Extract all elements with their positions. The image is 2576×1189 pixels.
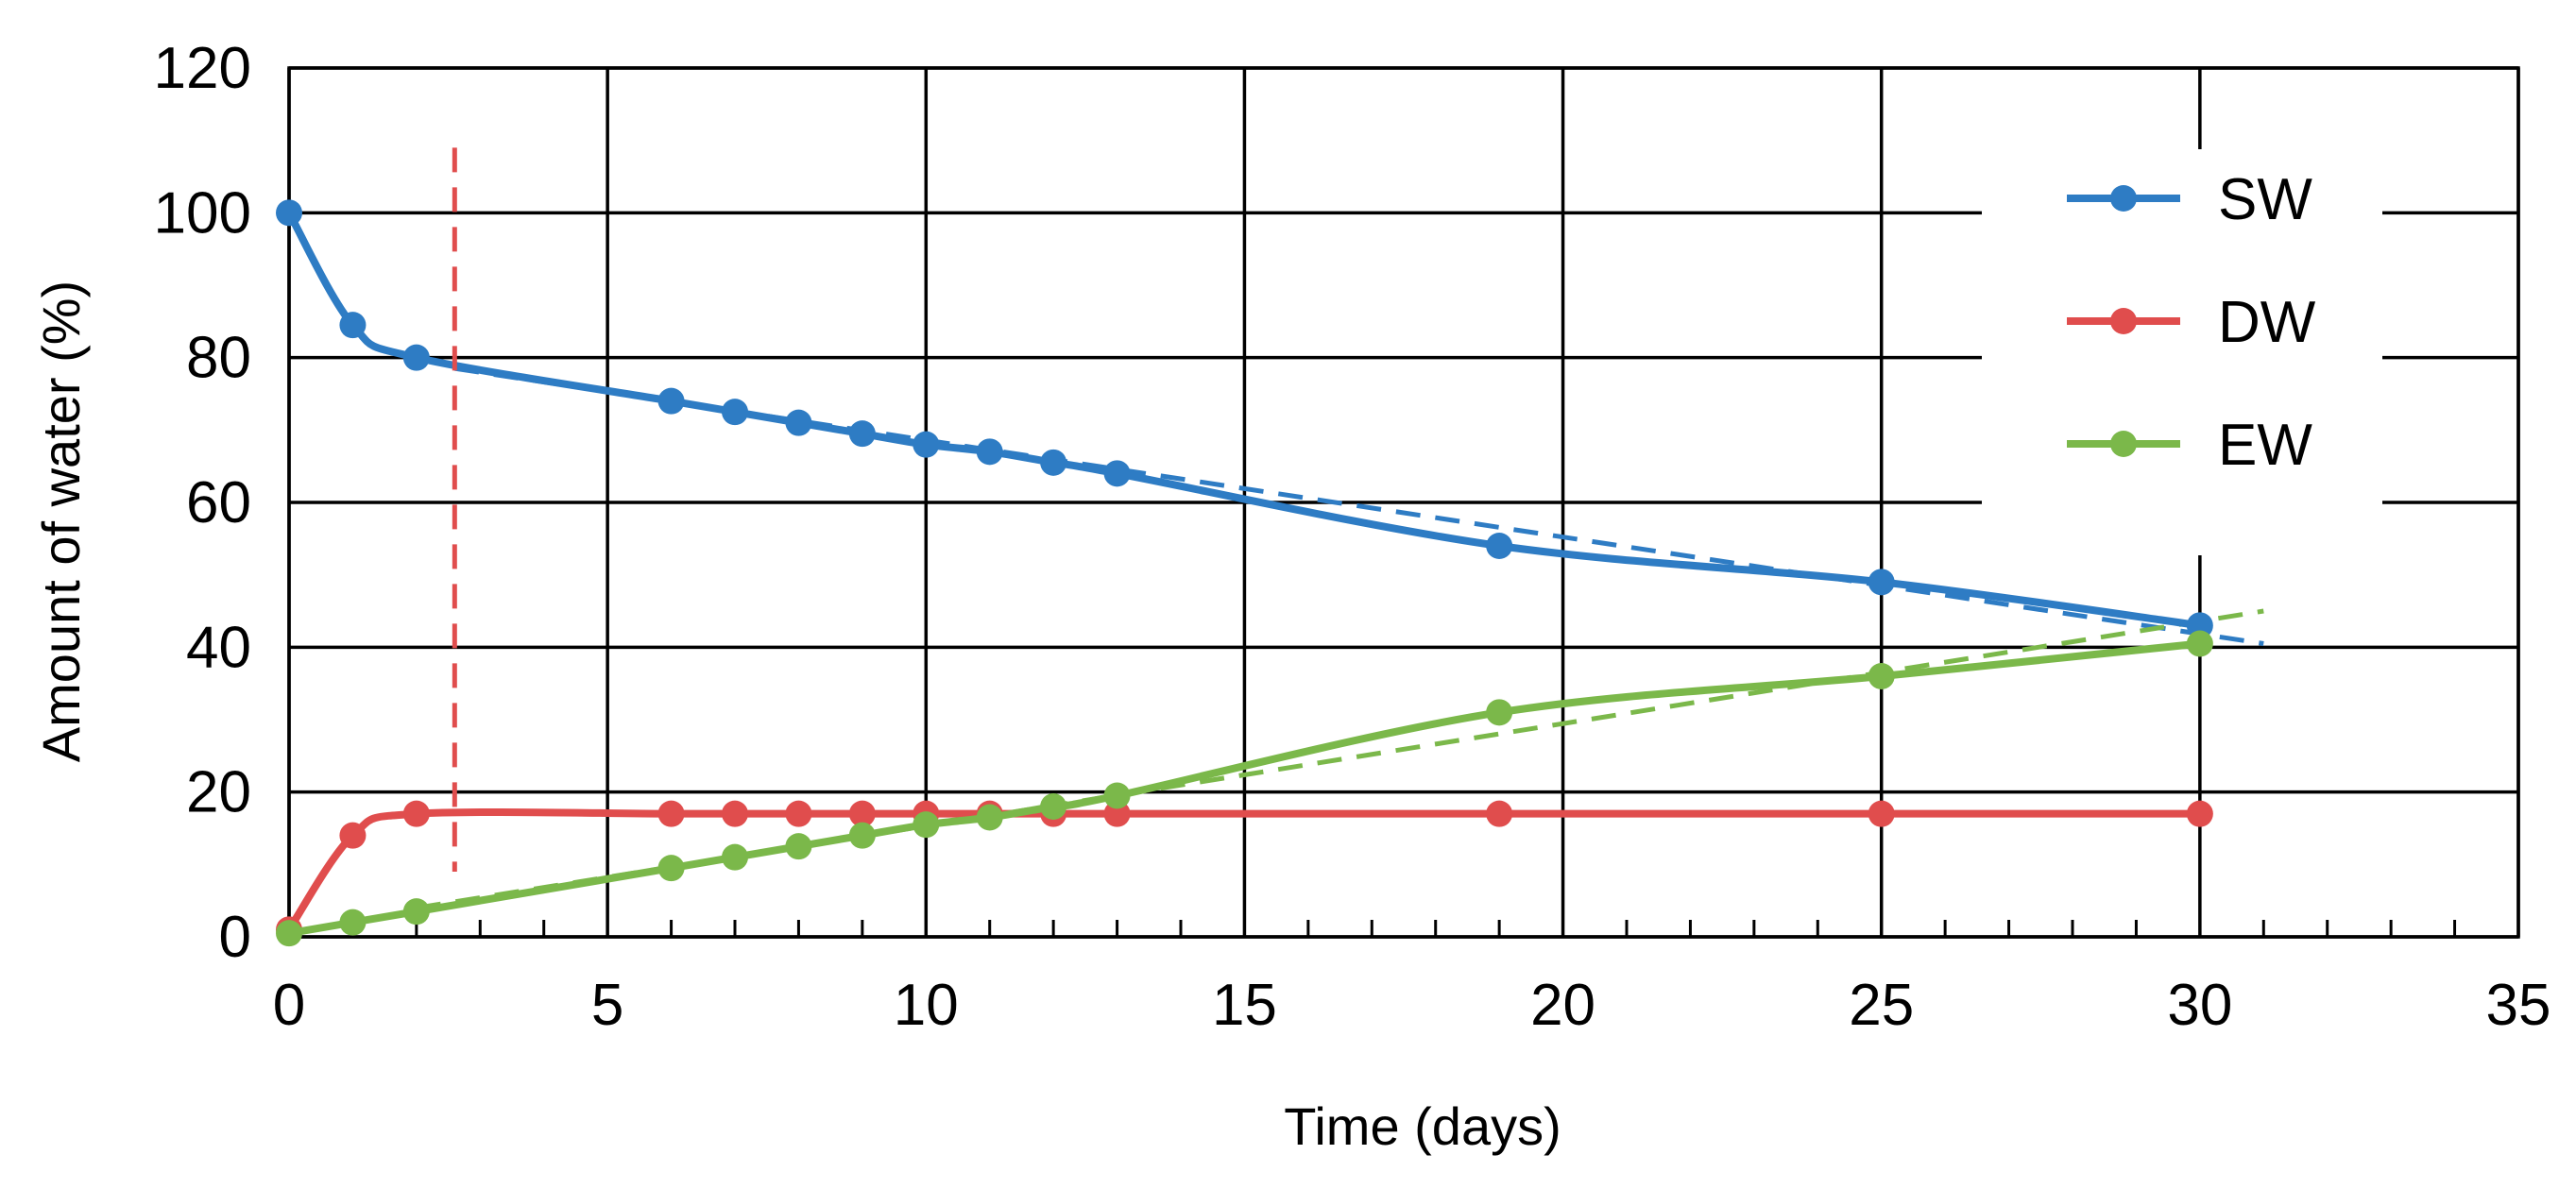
data-point-dw-30: [2186, 800, 2213, 827]
data-point-sw-13: [1103, 460, 1131, 487]
trend-layer: [416, 365, 2264, 910]
x-axis-label: Time (days): [1284, 1096, 1561, 1156]
x-tick-label-20: 20: [1530, 973, 1595, 1038]
data-point-sw-25: [1868, 569, 1895, 596]
data-point-ew-12: [1040, 793, 1067, 820]
legend-marker-dw: [2110, 308, 2137, 334]
data-point-dw-6: [657, 800, 685, 827]
data-point-dw-7: [722, 800, 748, 827]
x-tick-label-0: 0: [273, 973, 305, 1038]
series-layer: [276, 199, 2213, 947]
y-axis-label: Amount of water (%): [31, 280, 91, 762]
data-point-sw-30: [2186, 612, 2213, 639]
data-point-ew-19: [1486, 699, 1513, 726]
x-tick-label-30: 30: [2167, 973, 2232, 1038]
data-point-ew-7: [722, 843, 748, 871]
data-point-sw-0: [276, 199, 302, 227]
data-point-ew-11: [976, 804, 1003, 831]
legend-layer: SW DW EW: [1982, 149, 2382, 555]
data-point-sw-2: [402, 344, 430, 371]
data-point-sw-8: [785, 409, 812, 436]
data-point-dw-9: [848, 800, 876, 827]
y-tick-label-20: 20: [186, 760, 251, 825]
series-line-ew: [285, 639, 2204, 938]
x-tick-label-15: 15: [1212, 973, 1277, 1038]
y-tick-label-120: 120: [154, 36, 251, 101]
legend-label-dw: DW: [2218, 290, 2316, 355]
x-tick-label-35: 35: [2486, 973, 2551, 1038]
data-point-dw-8: [785, 800, 812, 827]
data-point-sw-11: [976, 438, 1003, 466]
legend-label-ew: EW: [2218, 413, 2312, 478]
data-point-sw-19: [1486, 533, 1513, 559]
trend-line-sw: [453, 365, 2264, 646]
data-point-ew-25: [1868, 663, 1895, 689]
series-line-dw: [285, 807, 2204, 934]
y-tick-label-40: 40: [186, 615, 251, 680]
data-point-ew-0: [276, 920, 302, 947]
x-tick-label-10: 10: [894, 973, 959, 1038]
data-point-dw-25: [1868, 800, 1895, 827]
y-tick-label-60: 60: [186, 470, 251, 535]
axes-layer: 0 20 40 60 80 100 120 0 5 10 15 20 25 30 35: [154, 36, 2551, 1038]
data-point-ew-1: [339, 909, 367, 936]
series-line-sw: [285, 209, 2204, 630]
legend-box: [1982, 149, 2382, 555]
y-tick-label-0: 0: [219, 905, 251, 970]
data-point-sw-6: [657, 387, 685, 415]
trend-line-ew: [416, 608, 2264, 910]
data-point-ew-9: [848, 822, 876, 849]
legend-marker-sw: [2110, 185, 2137, 212]
y-tick-label-100: 100: [154, 180, 251, 246]
plot-border: [287, 66, 2520, 939]
x-tick-label-25: 25: [1849, 973, 1914, 1038]
y-tick-label-80: 80: [186, 326, 251, 391]
data-point-ew-13: [1103, 782, 1131, 809]
data-point-sw-9: [848, 420, 876, 448]
data-point-dw-1: [339, 822, 367, 849]
data-point-dw-13: [1103, 800, 1131, 827]
data-point-sw-12: [1040, 449, 1067, 476]
data-point-dw-2: [402, 800, 430, 827]
data-point-sw-10: [913, 431, 940, 458]
legend-label-sw: SW: [2218, 167, 2312, 232]
data-point-ew-30: [2186, 630, 2213, 657]
data-point-dw-19: [1486, 800, 1513, 827]
data-point-ew-8: [785, 833, 812, 860]
legend-marker-ew: [2110, 431, 2137, 457]
data-point-ew-10: [913, 811, 940, 839]
data-point-sw-7: [722, 399, 748, 426]
data-point-ew-2: [402, 898, 430, 926]
data-point-ew-6: [657, 855, 685, 882]
x-tick-label-5: 5: [591, 973, 623, 1038]
data-point-sw-1: [339, 312, 367, 339]
